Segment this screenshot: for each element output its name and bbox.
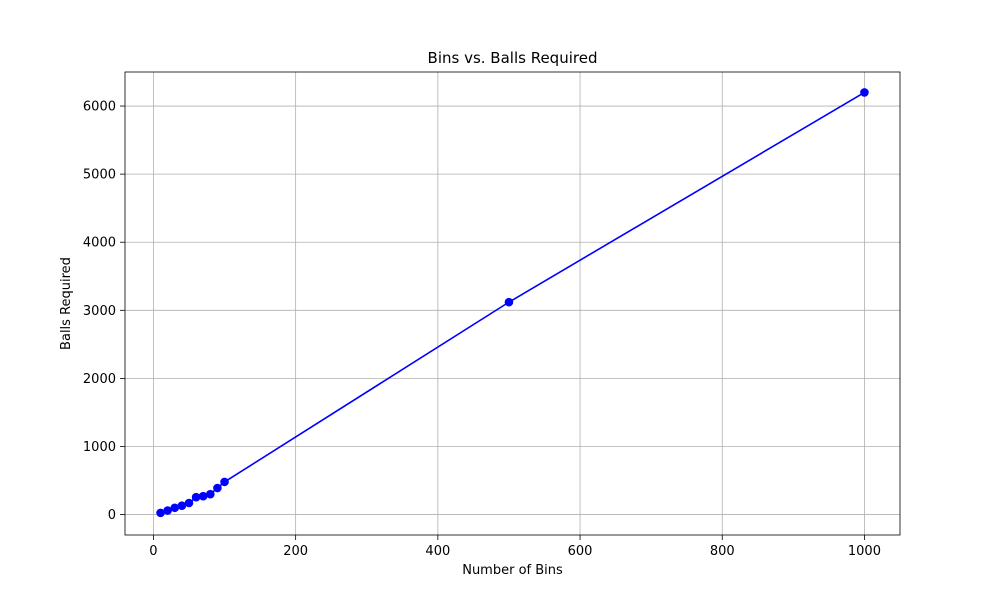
data-point [206,489,215,499]
x-tick-label: 0 [149,544,157,559]
series-layer [156,88,869,518]
y-tick-label: 6000 [83,100,116,115]
data-point [191,492,201,502]
ticks: 0 200 400 600 800 1000 0 1000 2000 3000 4000 5000 60… [83,100,881,559]
y-tick-label: 4000 [83,236,116,251]
y-tick-label: 0 [108,508,116,523]
data-point [184,498,194,508]
data-point [177,501,187,511]
y-tick-label: 2000 [83,372,116,387]
chart-title: Bins vs. Balls Required [428,49,598,67]
y-axis-label: Balls Required [59,257,74,350]
x-tick-label: 1000 [848,544,881,559]
x-tick-label: 800 [710,544,735,559]
y-tick-label: 3000 [83,304,116,319]
x-tick-label: 600 [568,544,593,559]
x-tick-label: 200 [283,544,308,559]
data-point [220,477,229,487]
data-point [198,491,208,501]
data-point [504,297,514,307]
data-point [860,88,869,97]
plot-frame [124,71,901,536]
data-point [213,483,222,493]
y-tick-label: 5000 [83,168,116,183]
data-point [156,508,165,518]
data-point [170,503,180,513]
x-tick-label: 400 [425,544,450,559]
x-axis-label: Number of Bins [462,563,563,578]
grid [125,72,900,535]
y-tick-label: 1000 [83,440,116,455]
data-point [163,506,172,515]
